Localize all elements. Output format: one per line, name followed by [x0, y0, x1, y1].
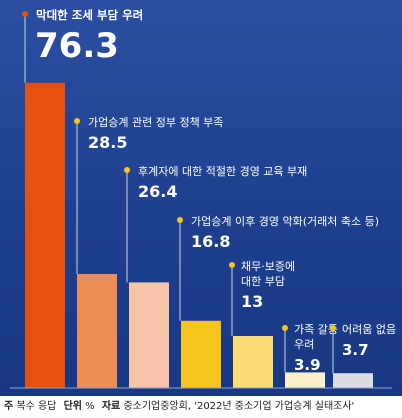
- unit-text: %: [85, 401, 95, 412]
- bar-1: [25, 82, 65, 389]
- note-label: 주: [4, 401, 14, 412]
- leader-dot-6: [282, 325, 288, 331]
- bar-5: [233, 336, 273, 388]
- category-label-6: 우려: [294, 338, 314, 351]
- bar-chart-plot: 막대한 조세 부담 우려 76.3 가업승계 관련 정부 정책 부족 28.5 후계자에…: [10, 8, 396, 389]
- category-label-4: 가업승계 이후 경영 악화(거래처 축소 등): [191, 215, 379, 228]
- category-label-6: 가족 갈등: [294, 322, 338, 336]
- category-label-5: 채무·보증에: [241, 260, 295, 273]
- value-label-6: 3.9: [294, 356, 321, 374]
- value-label-1: 76.3: [35, 26, 119, 66]
- source-label: 자료: [101, 401, 121, 412]
- leader-dot-4: [177, 217, 183, 223]
- leader-dot-2: [74, 118, 80, 124]
- value-label-2: 28.5: [88, 133, 127, 152]
- leader-dot-3: [124, 167, 130, 173]
- leader-dot-1: [22, 11, 28, 17]
- chart-footer: 주 복수 응답 단위 % 자료 중소기업중앙회, '2022년 중소기업 가업승…: [0, 396, 402, 418]
- bar-2: [77, 274, 117, 388]
- bar-7: [333, 373, 373, 388]
- category-label-5: 대한 부담: [241, 275, 285, 288]
- category-label-1: 막대한 조세 부담 우려: [36, 8, 143, 22]
- bar-6: [285, 372, 325, 388]
- value-label-4: 16.8: [191, 232, 230, 251]
- unit-label: 단위: [63, 401, 82, 412]
- note-text: 복수 응답: [16, 401, 57, 412]
- source-text: 중소기업중앙회, '2022년 중소기업 가업승계 실태조사': [123, 401, 355, 412]
- bar-4: [181, 320, 221, 388]
- bar-3: [129, 282, 169, 388]
- category-label-7: 어려움 없음: [342, 323, 396, 336]
- value-label-5: 13: [241, 292, 263, 311]
- category-label-2: 가업승계 관련 정부 정책 부족: [88, 116, 223, 129]
- leader-dot-7: [330, 325, 336, 331]
- category-label-3: 후계자에 대한 적절한 경영 교육 부재: [138, 165, 307, 178]
- value-label-3: 26.4: [138, 182, 177, 201]
- value-label-7: 3.7: [342, 341, 369, 359]
- leader-dot-5: [229, 262, 235, 268]
